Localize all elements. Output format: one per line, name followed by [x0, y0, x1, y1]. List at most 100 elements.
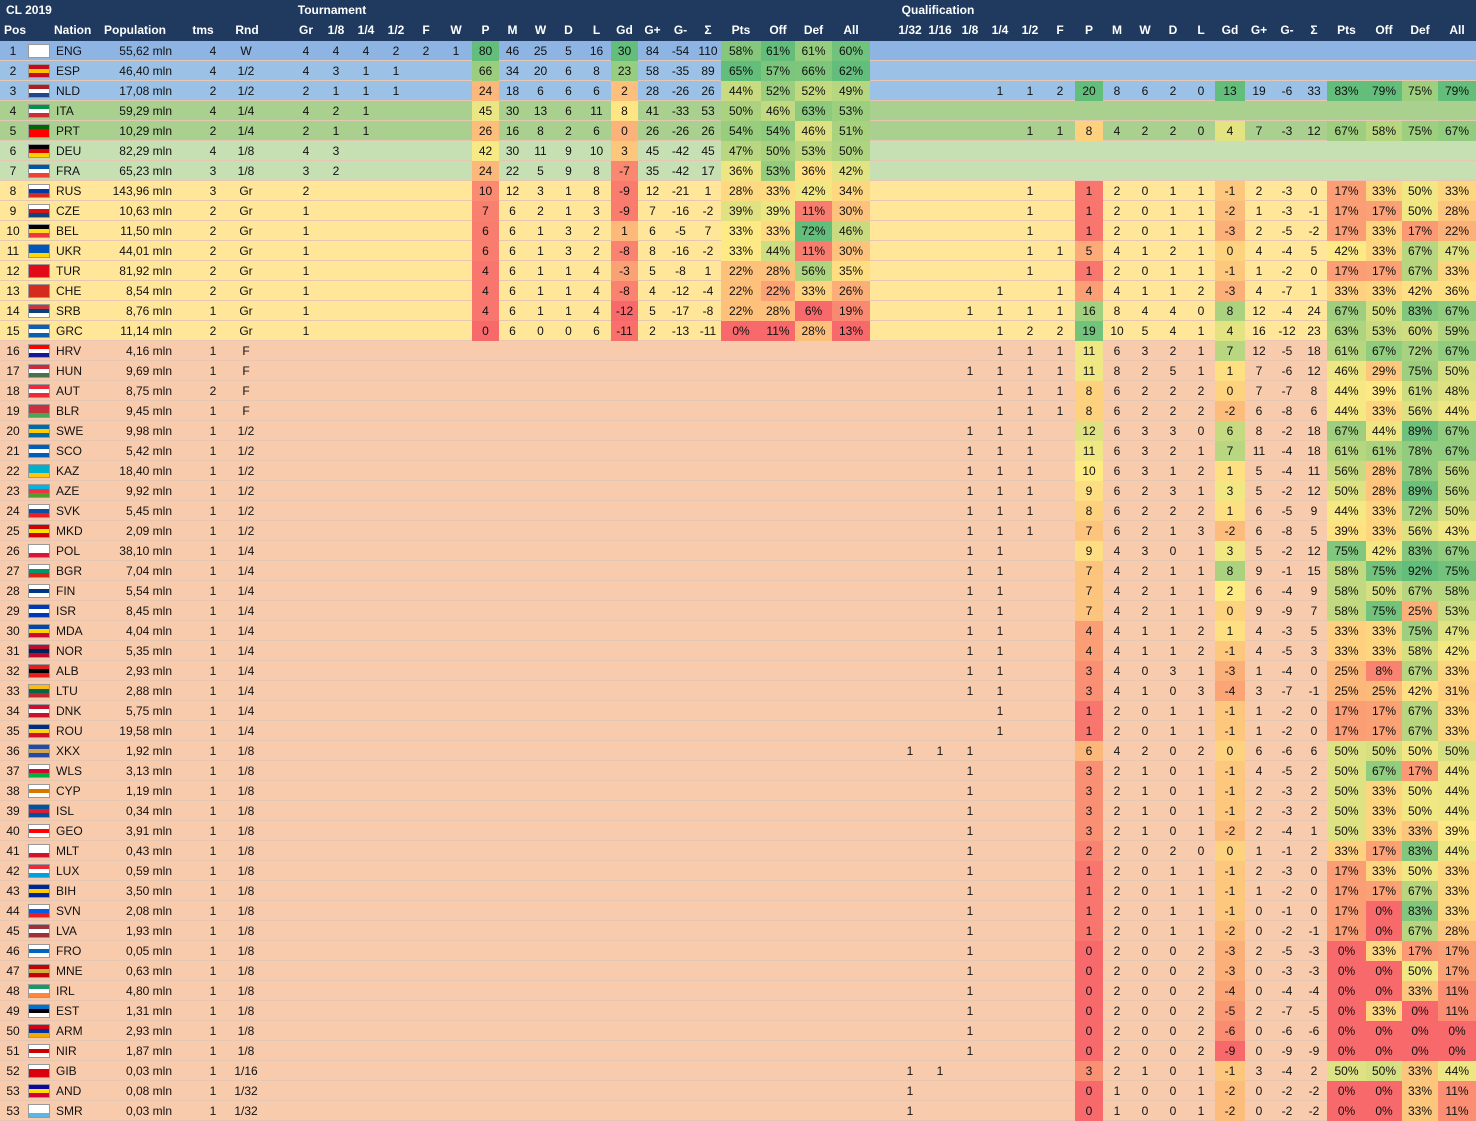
qualification-stat-cell: 33% — [1438, 881, 1476, 901]
tournament-stat-cell — [472, 461, 499, 481]
qualification-stat-cell — [1438, 101, 1476, 121]
tournament-stat-cell — [832, 781, 870, 801]
qualification-round-cell — [895, 161, 925, 181]
qualification-round-cell: 1 — [966, 1004, 974, 1018]
qualification-round-cell — [895, 501, 925, 521]
qualification-stat-cell: -3 — [1281, 784, 1293, 798]
tournament-stat-cell: 16 — [505, 124, 520, 138]
qualification-stat-cell: 56% — [1402, 401, 1438, 421]
tournament-round-cell — [382, 181, 410, 201]
nation-cell: FIN — [56, 584, 76, 598]
tournament-stat-cell — [472, 501, 499, 521]
tournament-stat-cell: 110 — [698, 44, 718, 58]
tournament-round-cell — [322, 401, 350, 421]
qualification-round-cell — [1015, 661, 1045, 681]
tournament-stat-cell — [639, 381, 666, 401]
tournament-stat-cell: -8 — [611, 281, 638, 301]
qualification-round-cell: 1 — [966, 524, 974, 538]
round-cell: 1/8 — [237, 884, 255, 898]
table-row: 13 CHE 8,54 mln 2 Gr 1 4 6 1 1 4 -8 4 -12 -4 22% 22% 33% 2… — [0, 281, 1476, 301]
rank-cell: 39 — [6, 804, 20, 818]
tournament-stat-cell: 50% — [832, 141, 870, 161]
tournament-round-cell — [322, 181, 350, 201]
nation-cell: ALB — [56, 664, 79, 678]
tournament-stat-cell — [639, 401, 666, 421]
table-row: 53 SMR 0,03 mln 1 1/32 1 0 1 0 0 1 -2 0 -2 -2 0% 0% 33% 11… — [0, 1101, 1476, 1121]
qualification-round-cell — [925, 321, 955, 341]
tournament-stat-cell — [583, 961, 610, 981]
tournament-stat-cell — [667, 541, 694, 561]
qualification-stat-cell: 44% — [1327, 381, 1366, 401]
qualification-stat-cell: 67% — [1402, 701, 1438, 721]
qualification-stat-cell: 4 — [1215, 321, 1245, 341]
tournament-stat-cell — [795, 1061, 832, 1081]
qualification-stat-cell: 17% — [1438, 961, 1476, 981]
qualification-stat-cell: 7 — [1215, 341, 1245, 361]
qualification-stat-cell — [1159, 41, 1187, 61]
tournament-stat-cell — [527, 881, 554, 901]
qualification-round-cell — [1015, 981, 1045, 1001]
tournament-round-cell — [442, 1101, 470, 1121]
qualification-stat-cell — [1327, 161, 1366, 181]
table-row: 38 CYP 1,19 mln 1 1/8 1 3 2 1 0 1 -1 2 -3 2 50% 33% 50% 44… — [0, 781, 1476, 801]
tournament-stat-cell — [761, 981, 795, 1001]
tournament-stat-cell: -4 — [702, 284, 714, 298]
col-header: L — [1197, 23, 1205, 37]
qualification-stat-cell: 2 — [1113, 1024, 1121, 1038]
qualification-stat-cell — [1131, 41, 1159, 61]
tournament-stat-cell: -13 — [671, 324, 690, 338]
qualification-stat-cell: 58% — [1327, 601, 1366, 621]
tournament-stat-cell — [639, 721, 666, 741]
tournament-round-cell — [322, 841, 350, 861]
qualification-round-cell — [1015, 881, 1045, 901]
qualification-stat-cell: 44% — [1438, 841, 1476, 861]
tournament-stat-cell — [583, 1101, 610, 1121]
qualification-round-cell: 1 — [966, 584, 974, 598]
tournament-stat-cell — [639, 641, 666, 661]
qualification-round-cell — [955, 241, 985, 261]
table-row: 35 ROU 19,58 mln 1 1/4 1 1 2 0 1 1 -1 1 -2 0 17% 17% 67% 3… — [0, 721, 1476, 741]
round-cell: 1/8 — [237, 1044, 255, 1058]
tournament-stat-cell — [695, 601, 721, 621]
qualification-stat-cell: -8 — [1281, 524, 1293, 538]
tournament-stat-cell — [499, 501, 526, 521]
qualification-stat-cell: 83% — [1402, 301, 1438, 321]
qualification-round-cell — [1045, 761, 1075, 781]
qualification-stat-cell: 17% — [1327, 221, 1366, 241]
table-row: 9 CZE 10,63 mln 2 Gr 1 7 6 2 1 3 -9 7 -16 -2 39% 39% 11% 3… — [0, 201, 1476, 221]
tournament-stat-cell — [761, 761, 795, 781]
qualification-stat-cell: -3 — [1215, 221, 1245, 241]
qualification-stat-cell: 50% — [1402, 201, 1438, 221]
qualification-round-cell — [895, 121, 925, 141]
qualification-stat-cell: 8% — [1366, 661, 1402, 681]
tournament-stat-cell: 7 — [649, 204, 656, 218]
qualification-stat-cell: 33% — [1366, 501, 1402, 521]
qualification-round-cell — [925, 521, 955, 541]
qualification-stat-cell: 2 — [1141, 504, 1149, 518]
tournament-stat-cell: 47% — [721, 141, 761, 161]
tournament-stat-cell — [695, 881, 721, 901]
table-row: 52 GIB 0,03 mln 1 1/16 1 1 3 2 1 0 1 -1 3 -4 2 50% 50% 33%… — [0, 1061, 1476, 1081]
population-cell: 9,69 mln — [125, 364, 172, 378]
tournament-round-cell — [412, 881, 440, 901]
tournament-stat-cell — [721, 1041, 761, 1061]
qualification-stat-cell: 2 — [1169, 124, 1177, 138]
col-header: G+ — [1250, 23, 1268, 37]
tournament-stat-cell — [695, 1061, 721, 1081]
qualification-stat-cell — [1366, 101, 1402, 121]
table-row: 21 SCO 5,42 mln 1 1/2 1 1 1 11 6 3 2 1 7 11 -4 18 61% 61% 7… — [0, 441, 1476, 461]
header-group-row: CL 2019 Tournament Qualification — [0, 0, 1476, 20]
rank-cell: 28 — [6, 584, 20, 598]
round-cell: 1/4 — [237, 104, 255, 118]
tournament-round-cell — [382, 401, 410, 421]
qualification-stat-cell: 2 — [1141, 364, 1149, 378]
qualification-round-cell — [925, 961, 955, 981]
tournament-round-cell — [322, 561, 350, 581]
nation-cell: GIB — [56, 1064, 77, 1078]
country-flag-icon — [28, 904, 50, 918]
population-cell: 1,87 mln — [125, 1044, 172, 1058]
table-row: 31 NOR 5,35 mln 1 1/4 1 1 4 4 1 1 2 -1 4 -5 3 33% 33% 58% 4… — [0, 641, 1476, 661]
tournament-stat-cell — [555, 1081, 582, 1101]
qualification-stat-cell: -7 — [1281, 1004, 1293, 1018]
tournament-stat-cell — [832, 1001, 870, 1021]
